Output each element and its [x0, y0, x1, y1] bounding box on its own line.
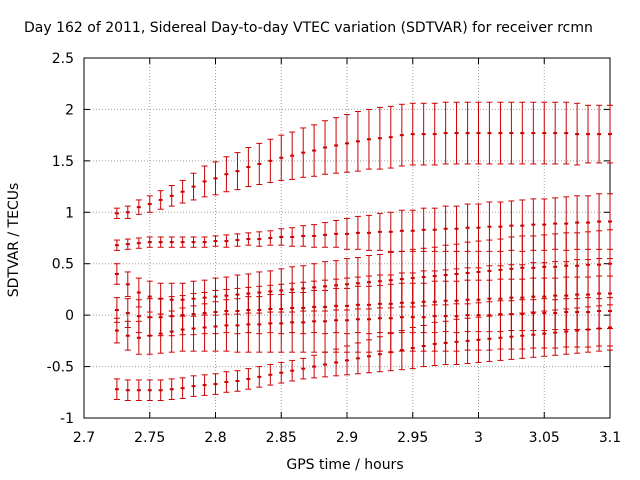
x-tick-label: 3.05: [529, 430, 560, 446]
y-tick-label: 0: [65, 308, 74, 324]
x-tick-label: 2.75: [134, 430, 165, 446]
x-tick-label: 2.8: [204, 430, 226, 446]
y-tick-label: 2: [65, 102, 74, 118]
y-tick-label: 1: [65, 205, 74, 221]
x-tick-label: 3: [474, 430, 483, 446]
y-tick-label: -0.5: [47, 360, 74, 376]
chart-title: Day 162 of 2011, Sidereal Day-to-day VTE…: [24, 20, 593, 36]
x-tick-label: 2.9: [336, 430, 358, 446]
x-tick-label: 2.85: [266, 430, 297, 446]
x-axis-label: GPS time / hours: [286, 457, 404, 473]
x-tick-label: 3.1: [599, 430, 621, 446]
x-tick-label: 2.95: [397, 430, 428, 446]
y-tick-label: -1: [60, 411, 74, 427]
y-tick-label: 0.5: [52, 257, 74, 273]
x-tick-label: 2.7: [73, 430, 95, 446]
y-tick-label: 1.5: [52, 154, 74, 170]
y-tick-label: 2.5: [52, 51, 74, 67]
